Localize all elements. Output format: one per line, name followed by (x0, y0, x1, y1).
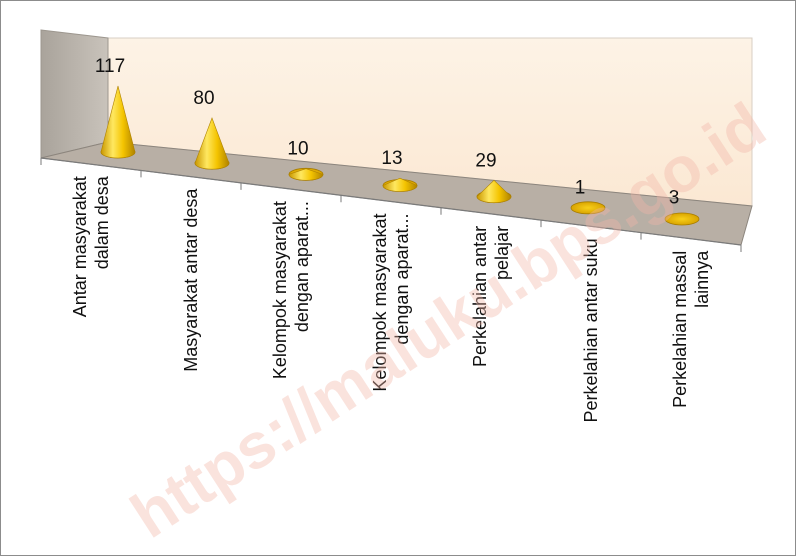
cone-base-6 (664, 212, 700, 226)
category-label-6: Perkelahian massal lainnya (670, 250, 712, 408)
cone-base-5 (570, 201, 606, 215)
cone-body-4 (476, 179, 512, 203)
cone-series (100, 85, 700, 226)
category-label-2-line-1: dengan aparat... (292, 201, 312, 332)
category-label-3-line-1: dengan aparat... (392, 214, 412, 345)
cone-0 (100, 85, 136, 159)
x-axis-line (40, 157, 742, 246)
category-label-6-line-1: lainnya (692, 250, 712, 308)
value-label-0: 117 (95, 56, 125, 77)
value-label-6: 3 (669, 187, 680, 208)
category-label-4-line-0: Perkelahian antar (470, 226, 490, 367)
cone-4 (476, 179, 512, 204)
category-label-3: Kelompok masyarakat dengan aparat... (370, 214, 412, 392)
value-label-2: 10 (287, 139, 308, 160)
cone-6 (664, 212, 700, 226)
category-label-5: Perkelahian antar suku (581, 238, 601, 422)
cone-1 (194, 117, 230, 170)
category-label-3-line-0: Kelompok masyarakat (370, 214, 390, 392)
value-label-4: 29 (475, 150, 496, 171)
cone-5 (570, 201, 606, 215)
category-label-5-line-0: Perkelahian antar suku (581, 238, 601, 422)
x-axis-ticks (40, 158, 742, 252)
cone-body-2 (288, 168, 324, 181)
category-label-4: Perkelahian antar pelajar (470, 226, 512, 367)
cone-3 (382, 177, 418, 192)
category-label-2: Kelompok masyarakat dengan aparat... (270, 201, 312, 379)
category-label-1-line-0: Masyarakat antar desa (181, 188, 201, 372)
value-labels: 117 80 10 13 29 1 3 (95, 56, 679, 208)
cone-body-1 (194, 117, 230, 170)
cone-body-3 (382, 177, 418, 192)
value-label-5: 1 (575, 177, 586, 198)
cone-2 (288, 167, 324, 181)
category-label-6-line-0: Perkelahian massal (670, 251, 690, 408)
cone-body-0 (100, 85, 136, 159)
category-label-0-line-0: Antar masyarakat (70, 176, 90, 317)
category-label-1: Masyarakat antar desa (181, 188, 201, 372)
category-label-0-line-1: dalam desa (92, 175, 112, 269)
category-label-2-line-0: Kelompok masyarakat (270, 201, 290, 379)
value-label-3: 13 (381, 148, 402, 169)
category-labels: Antar masyarakat dalam desa Masyarakat a… (70, 175, 712, 422)
value-label-1: 80 (193, 88, 214, 109)
category-label-4-line-1: pelajar (492, 226, 512, 280)
category-label-0: Antar masyarakat dalam desa (70, 175, 112, 317)
side-wall (40, 29, 109, 159)
